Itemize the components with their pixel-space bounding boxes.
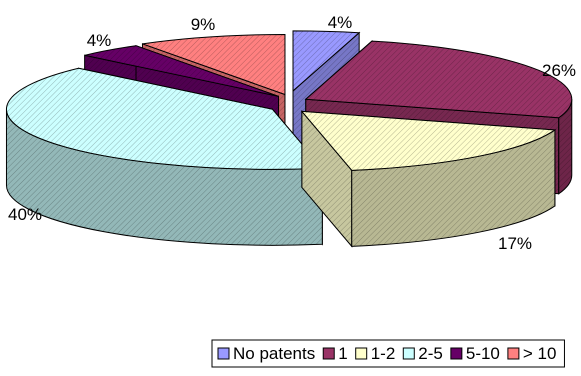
- slice-label-1: 26%: [542, 61, 576, 80]
- legend-swatch: [322, 347, 335, 360]
- legend-label: 1: [338, 344, 347, 363]
- legend-swatch: [507, 347, 520, 360]
- slice-label-2: 17%: [498, 234, 532, 253]
- slice-label-3: 40%: [8, 205, 42, 224]
- pie-slices: [5, 30, 573, 248]
- legend-swatch: [355, 347, 368, 360]
- pie-slice-2: [300, 110, 557, 248]
- legend-label: No patents: [233, 344, 315, 363]
- legend-item-4: 5-10: [450, 344, 500, 363]
- pie-slice-3: [5, 67, 324, 246]
- legend-item-1: 1: [322, 344, 348, 363]
- slice-label-0: 4%: [328, 13, 353, 32]
- legend-label: 1-2: [371, 344, 396, 363]
- legend-item-5: > 10: [507, 344, 557, 363]
- legend: No patents 1 1-2 2-5 5-10 > 10: [211, 339, 565, 368]
- slice-labels: 4% 26% 17% 40% 4% 9%: [8, 13, 576, 253]
- legend-label: 5-10: [466, 344, 500, 363]
- legend-item-2: 1-2: [355, 344, 396, 363]
- legend-label: > 10: [523, 344, 557, 363]
- legend-frame: [211, 339, 565, 368]
- legend-item-3: 2-5: [402, 344, 443, 363]
- slice-label-4: 4%: [87, 31, 112, 50]
- slice-label-5: 9%: [191, 15, 216, 34]
- legend-swatch: [217, 347, 230, 360]
- legend-swatch: [402, 347, 415, 360]
- legend-swatch: [450, 347, 463, 360]
- legend-item-0: No patents: [217, 344, 315, 363]
- legend-label: 2-5: [418, 344, 443, 363]
